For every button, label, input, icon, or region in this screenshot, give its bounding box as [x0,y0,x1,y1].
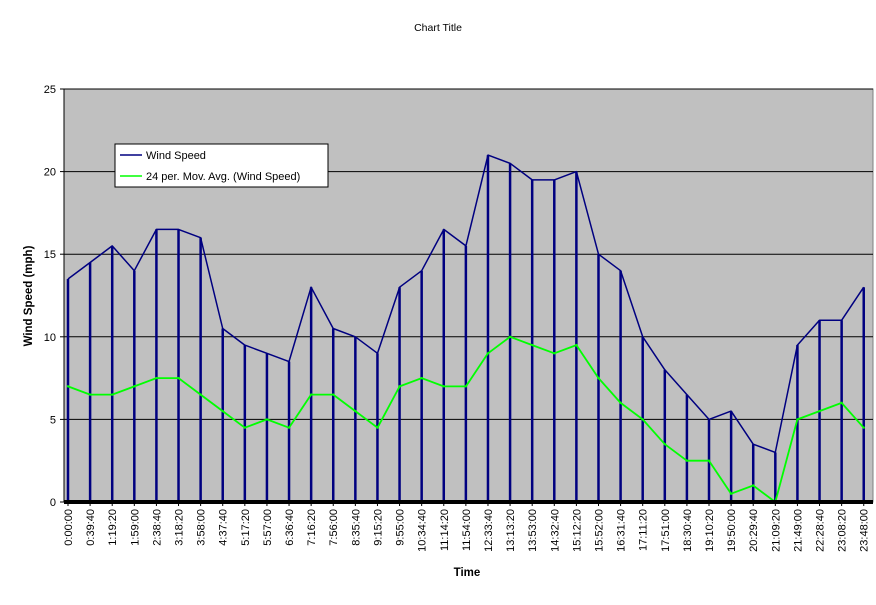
moving-average-point [309,393,313,396]
x-tick-label: 2:38:40 [151,509,163,546]
y-axis-ticks: 0 5 10 15 20 25 [44,84,64,509]
x-tick-label: 0:00:00 [63,509,75,546]
x-tick-label: 14:32:40 [549,509,561,552]
x-axis-ticks: 0:00:00 0:39:40 1:19:20 1:59:00 2:38:40 3:18:… [63,502,871,552]
x-tick-label: 1:19:20 [107,509,119,546]
x-tick-label: 9:55:00 [395,509,407,546]
moving-average-point [287,426,291,429]
x-tick-label: 20:29:40 [748,509,760,552]
x-tick-label: 4:37:40 [218,509,230,546]
moving-average-point [88,393,92,396]
x-tick-label: 10:34:40 [417,509,429,552]
moving-average-point [155,376,158,380]
moving-average-point [420,376,423,380]
x-tick-label: 9:15:20 [372,509,384,546]
x-tick-label: 21:49:00 [792,509,804,552]
legend-label-moving-average: 24 per. Mov. Avg. (Wind Speed) [146,171,300,183]
moving-average-point [553,352,556,355]
y-tick-label: 20 [44,167,56,179]
moving-average-point [818,409,821,413]
moving-average-point [265,418,269,421]
y-tick-label: 0 [50,497,56,509]
x-tick-label: 15:52:00 [593,509,605,552]
moving-average-point [508,335,512,338]
moving-average-point [221,409,224,413]
x-tick-label: 19:10:20 [704,509,716,552]
x-tick-label: 5:57:00 [262,509,274,546]
x-tick-label: 21:09:20 [770,509,782,552]
x-tick-label: 7:56:00 [328,509,340,546]
moving-average-point [729,492,733,495]
moving-average-point [442,385,445,388]
x-tick-label: 19:50:00 [726,509,738,552]
x-tick-label: 16:31:40 [616,509,628,552]
x-tick-label: 13:53:00 [527,509,539,552]
series-moving-average [66,335,865,504]
legend-box [114,143,329,188]
moving-average-point [862,426,865,429]
x-tick-label: 18:30:40 [682,509,694,552]
moving-average-point [243,426,247,429]
y-tick-label: 10 [44,332,56,344]
x-tick-label: 23:08:20 [837,509,849,552]
x-tick-label: 22:28:40 [815,509,827,552]
series-wind-speed [66,154,865,502]
moving-average-point [376,426,379,429]
x-tick-label: 1:59:00 [129,509,141,546]
moving-average-point [752,484,755,487]
moving-average-point [796,418,799,421]
x-tick-label: 15:12:20 [571,509,583,552]
x-tick-label: 8:35:40 [350,509,362,546]
moving-average-point [332,393,335,396]
y-tick-label: 25 [44,84,56,96]
y-axis-label: Wind Speed (mph) [23,245,35,346]
x-tick-label: 6:36:40 [284,509,296,546]
x-tick-label: 7:16:20 [306,509,318,546]
moving-average-point [486,352,490,355]
x-tick-label: 11:54:00 [461,509,473,551]
series-layer [66,154,865,504]
x-tick-label: 13:13:20 [505,509,517,552]
x-tick-label: 12:33:40 [483,509,495,552]
moving-average-point [199,393,202,396]
x-tick-label: 0:39:40 [85,509,97,546]
moving-average-point [111,393,114,396]
moving-average-point [354,409,357,413]
moving-average-point [597,376,600,380]
chart-title: Chart Title [414,22,462,34]
moving-average-point [840,401,843,405]
x-tick-label: 17:11:20 [638,509,650,551]
moving-average-point [398,385,401,388]
x-axis-label: Time [454,567,481,579]
moving-average-point [641,418,644,421]
moving-average-point [464,385,468,388]
x-tick-label: 5:17:20 [240,509,252,546]
moving-average-point [66,385,70,388]
moving-average-point [133,385,136,388]
moving-average-point [707,459,711,462]
x-tick-label: 3:18:20 [174,509,186,546]
y-tick-label: 5 [50,414,56,426]
moving-average-point [619,401,622,405]
moving-average-point [177,376,180,380]
moving-average-point [530,343,534,347]
x-tick-label: 23:48:00 [859,509,871,552]
moving-average-point [575,343,578,347]
gridlines [64,88,873,420]
moving-average-point [663,442,667,446]
x-tick-label: 11:14:20 [439,509,451,551]
legend-label-wind-speed: Wind Speed [146,150,206,162]
legend: Wind Speed 24 per. Mov. Avg. (Wind Speed… [114,143,329,188]
moving-average-point [685,459,689,462]
wind-speed-peak-line [67,154,865,454]
y-tick-label: 15 [44,249,56,261]
x-tick-label: 17:51:00 [660,509,672,552]
x-tick-label: 3:58:00 [196,509,208,546]
